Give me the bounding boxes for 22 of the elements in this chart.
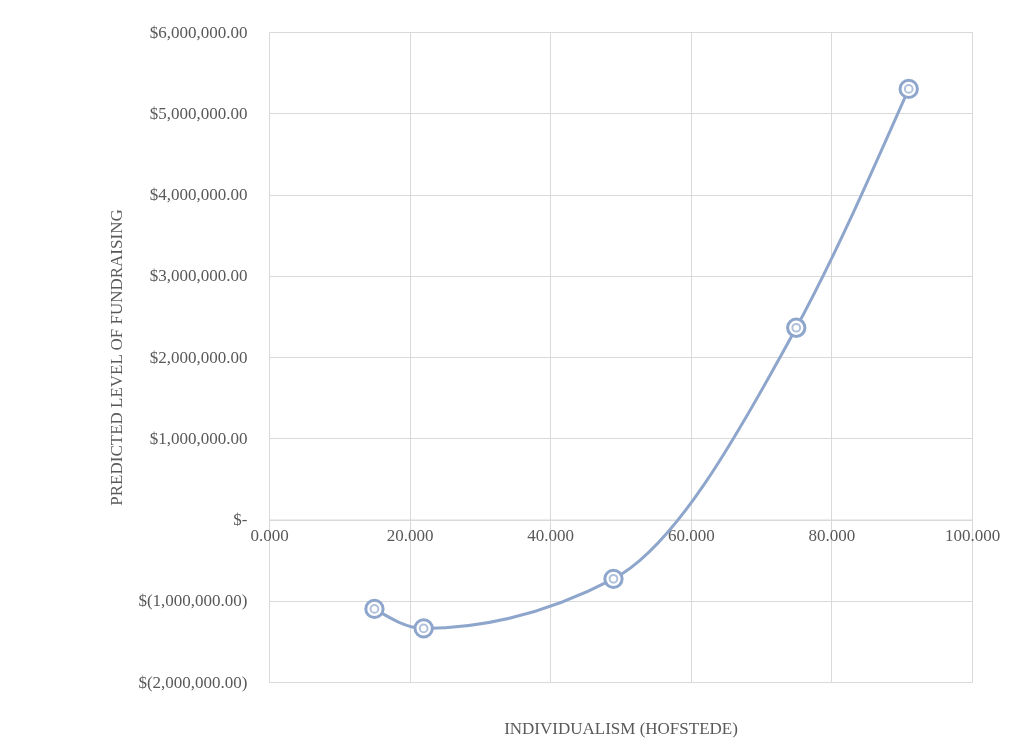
x-tick-label: 0.000 — [250, 526, 289, 545]
x-tick-label: 60.000 — [667, 526, 715, 545]
point — [603, 568, 624, 589]
y-tick-label: $4,000,000.00 — [149, 185, 248, 204]
point — [413, 618, 434, 639]
x-axis-title: INDIVIDUALISM (HOFSTEDE) — [504, 718, 738, 738]
point — [364, 598, 385, 620]
y-tick-label: $5,000,000.00 — [149, 103, 248, 123]
y-tick-label: $1,000,000.00 — [149, 428, 248, 448]
x-tick-label: 20.000 — [386, 526, 434, 545]
y-tick-label: $6,000,000.00 — [149, 22, 248, 42]
y-tick-label: $(1,000,000.00) — [138, 591, 248, 611]
x-tick-label: 100.000 — [944, 526, 1001, 545]
x-tick-label: 40.000 — [527, 526, 575, 545]
y-tick-label: $- — [233, 510, 248, 529]
y-tick-label: $2,000,000.00 — [149, 347, 248, 367]
y-axis-title: PREDICTED LEVEL OF FUNDRAISING — [107, 209, 127, 506]
y-tick-label: $3,000,000.00 — [149, 266, 248, 286]
point — [898, 78, 919, 100]
point — [786, 317, 807, 338]
y-tick-label: $(2,000,000.00) — [138, 672, 248, 692]
x-tick-label: 80.000 — [808, 526, 856, 545]
